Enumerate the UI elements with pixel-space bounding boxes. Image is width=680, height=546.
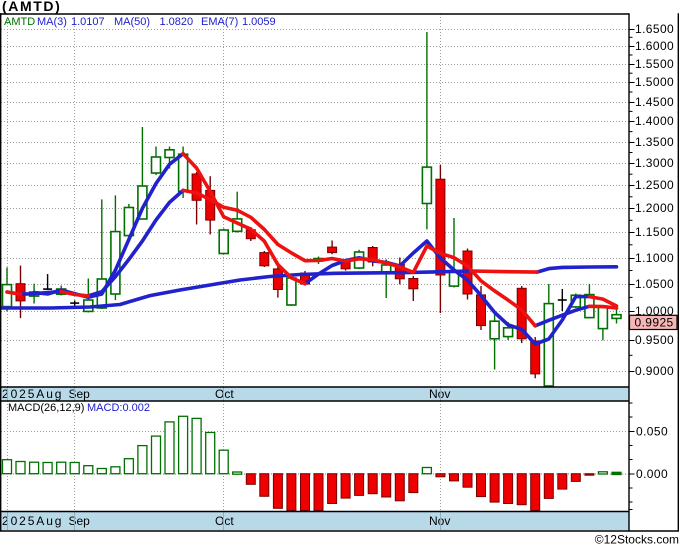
svg-text:EMA(7): EMA(7) <box>201 16 238 28</box>
svg-text:0.9000: 0.9000 <box>635 364 674 378</box>
svg-text:1.1000: 1.1000 <box>635 251 674 265</box>
svg-text:Sep: Sep <box>69 387 91 401</box>
svg-text:©12Stocks.com: ©12Stocks.com <box>595 533 679 546</box>
svg-text:1.5000: 1.5000 <box>635 75 674 89</box>
svg-text:Sep: Sep <box>69 514 91 528</box>
svg-text:MA(3): MA(3) <box>37 16 67 28</box>
svg-text:0.050: 0.050 <box>636 425 668 439</box>
svg-text:1.2500: 1.2500 <box>635 178 674 192</box>
svg-text:1.2000: 1.2000 <box>635 201 674 215</box>
svg-text:MACD(26,12,9): MACD(26,12,9) <box>8 402 84 414</box>
svg-text:1.6000: 1.6000 <box>635 39 674 53</box>
svg-text:MA(50): MA(50) <box>114 16 150 28</box>
svg-text:0.9500: 0.9500 <box>635 333 674 347</box>
svg-text:MACD:0.002: MACD:0.002 <box>87 402 150 414</box>
svg-text:1.0107: 1.0107 <box>71 16 105 28</box>
svg-text:1.0059: 1.0059 <box>242 16 276 28</box>
svg-text:AMTD: AMTD <box>4 16 35 28</box>
svg-text:Oct: Oct <box>215 387 234 401</box>
svg-text:2025Aug: 2025Aug <box>2 387 63 401</box>
svg-text:(AMTD): (AMTD) <box>2 0 61 14</box>
svg-text:1.0820: 1.0820 <box>160 16 194 28</box>
svg-text:1.4000: 1.4000 <box>635 114 674 128</box>
svg-text:1.4500: 1.4500 <box>635 95 674 109</box>
svg-text:0.9925: 0.9925 <box>635 316 674 330</box>
svg-text:0.000: 0.000 <box>636 467 668 481</box>
svg-text:1.5500: 1.5500 <box>635 57 674 71</box>
svg-text:Nov: Nov <box>429 387 450 401</box>
svg-text:1.6500: 1.6500 <box>635 22 674 36</box>
svg-text:1.1500: 1.1500 <box>635 225 674 239</box>
svg-text:Oct: Oct <box>215 514 234 528</box>
svg-text:1.0500: 1.0500 <box>635 277 674 291</box>
svg-text:Nov: Nov <box>429 514 450 528</box>
svg-text:1.3500: 1.3500 <box>635 135 674 149</box>
svg-text:1.3000: 1.3000 <box>635 156 674 170</box>
svg-text:2025Aug: 2025Aug <box>2 514 63 528</box>
